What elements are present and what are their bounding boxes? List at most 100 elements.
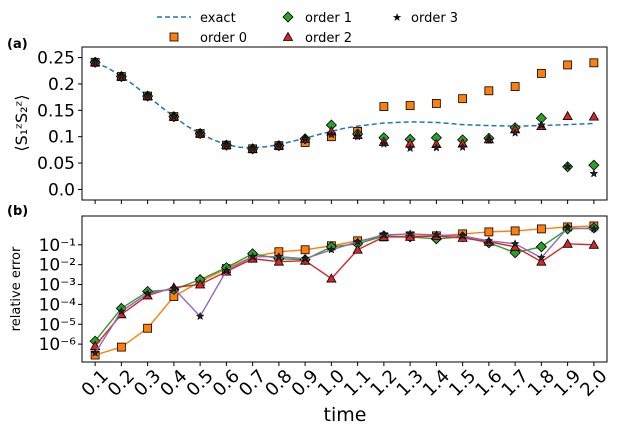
- panel-b-point-order3: [484, 236, 494, 245]
- panel-a-point-order0: [563, 60, 573, 70]
- panel-b-point-order3: [221, 265, 231, 275]
- panel-b-point-order0: [484, 227, 494, 237]
- panel-a-point-order3: [274, 140, 284, 150]
- panel-b-frame: [81, 215, 608, 363]
- panel-a-series-order3: [90, 57, 599, 178]
- panel-b-label: (b): [7, 204, 28, 219]
- panel-a-point-order3: [116, 71, 126, 81]
- panel-b-point-order1: [535, 241, 547, 253]
- panel-a-point-order3: [353, 131, 363, 141]
- panel-b-point-order3: [405, 229, 415, 238]
- panel-a-point-order0: [510, 82, 520, 91]
- panel-a-point-order3: [589, 168, 599, 178]
- panel-b-chart: 10⁻⁶10⁻⁵10⁻⁴10⁻³10⁻²10⁻¹ 0.10.20.30.40.5…: [9, 215, 611, 426]
- panel-b-y-tick-label: 10⁻³: [39, 276, 76, 296]
- panel-a-point-order3: [90, 57, 100, 67]
- panel-b-point-order3: [326, 245, 336, 254]
- panel-a-point-order3: [431, 143, 441, 152]
- panel-a-point-order0: [484, 86, 494, 96]
- panel-b-point-order3: [563, 223, 573, 232]
- panel-a-y-tick-label: 0.25: [37, 49, 75, 69]
- panel-a-series: [89, 56, 600, 178]
- panel-a-point-order0: [379, 102, 389, 112]
- panel-a-point-order2: [562, 110, 573, 121]
- panel-b-point-order3: [248, 252, 258, 261]
- panel-a-point-order0: [458, 94, 468, 104]
- panel-a-point-order3: [248, 144, 258, 153]
- panel-b-point-order2: [194, 279, 206, 289]
- panel-a-y-label: ⟨S₁ᶻS₂ᶻ⟩: [12, 94, 31, 151]
- legend-order0-label: order 0: [200, 31, 247, 46]
- panel-b-x-axis: 0.10.20.30.40.50.60.70.80.91.01.11.21.31…: [78, 362, 611, 401]
- panel-a-point-order3: [379, 139, 389, 148]
- panel-b-y-tick-label: 10⁻⁶: [39, 335, 77, 355]
- panel-a-y-tick-label: 0.0: [48, 180, 75, 200]
- panel-b-point-order3: [169, 283, 179, 293]
- panel-b-point-order3: [379, 230, 389, 239]
- panel-b-point-order3: [300, 254, 310, 263]
- panel-b-point-order0: [143, 323, 153, 333]
- panel-a-point-order0: [431, 99, 441, 108]
- x-axis-label: time: [324, 404, 367, 426]
- panel-b-point-order2: [588, 239, 600, 249]
- panel-b-point-order2: [326, 273, 337, 283]
- panel-b-point-order3: [536, 253, 546, 262]
- panel-a-series-exact: [94, 61, 594, 149]
- panel-b-series: [89, 221, 600, 360]
- panel-b-point-order3: [143, 288, 153, 298]
- panel-b-line-order1: [94, 227, 594, 342]
- panel-a-series-order0: [90, 57, 599, 154]
- legend-order1-label: order 1: [305, 11, 352, 26]
- panel-b-point-order0: [536, 224, 546, 234]
- panel-a-series-order2: [89, 56, 600, 153]
- panel-a-point-order3: [405, 143, 415, 153]
- panel-b-y-label: relative error: [9, 246, 24, 331]
- panel-a-point-order3: [195, 128, 205, 138]
- panel-b-y-tick-label: 10⁻⁵: [39, 315, 76, 335]
- legend: exact order 0 order 1 order 2 ★ order 3: [157, 11, 458, 46]
- panel-b-point-order2: [273, 256, 285, 266]
- panel-b-point-order3: [589, 224, 599, 233]
- panel-b-x-tick-label: 2.0: [576, 366, 611, 401]
- panel-a-point-order3: [484, 135, 494, 145]
- panel-b-y-tick-label: 10⁻²: [39, 256, 76, 276]
- panel-a-point-order0: [405, 101, 415, 110]
- legend-exact-label: exact: [200, 11, 236, 26]
- panel-a-point-order3: [300, 134, 310, 143]
- legend-order3-swatch: ★: [392, 11, 402, 24]
- panel-b-point-order3: [90, 348, 100, 357]
- panel-b-point-order3: [353, 237, 363, 246]
- panel-b-point-order2: [352, 244, 363, 254]
- panel-b-point-order2: [536, 256, 547, 266]
- panel-a-y-tick-label: 0.2: [48, 75, 75, 95]
- panel-b-point-order3: [274, 252, 284, 261]
- panel-a-point-order3: [169, 111, 179, 121]
- panel-a-point-order1: [588, 159, 600, 171]
- panel-a-point-order3: [458, 142, 468, 152]
- panel-a-point-order3: [143, 91, 153, 100]
- panel-a-y-tick-label: 0.05: [37, 154, 75, 174]
- panel-b-line-order2: [94, 235, 594, 347]
- panel-a-label: (a): [7, 37, 28, 52]
- panel-a-x-ticks: [94, 200, 595, 204]
- panel-b-point-order0: [510, 226, 520, 236]
- panel-b-series-order1: [89, 222, 600, 347]
- panel-a-y-axis: 0.0 0.05 0.1 0.15 0.2 0.25: [37, 49, 82, 200]
- panel-a-point-order2: [588, 111, 600, 121]
- panel-a-point-order0: [536, 68, 546, 78]
- panel-b-series-order3: [90, 223, 599, 357]
- panel-a-point-order3: [563, 162, 573, 171]
- legend-order2-label: order 2: [305, 31, 352, 46]
- legend-order2-swatch: [282, 31, 294, 41]
- legend-order1-swatch: [282, 11, 294, 23]
- panel-b-line-order3: [94, 227, 594, 354]
- legend-order0-swatch: [169, 32, 179, 42]
- panel-a-y-tick-label: 0.1: [48, 128, 75, 148]
- panel-b-y-tick-label: 10⁻⁴: [39, 295, 77, 315]
- panel-a-point-order3: [326, 129, 336, 139]
- panel-a-chart: 0.0 0.05 0.1 0.15 0.2 0.25 ⟨S₁ᶻS₂ᶻ⟩: [12, 46, 608, 204]
- panel-b-point-order3: [510, 239, 520, 248]
- panel-a-point-order0: [589, 58, 599, 68]
- panel-a-point-order3: [221, 140, 231, 149]
